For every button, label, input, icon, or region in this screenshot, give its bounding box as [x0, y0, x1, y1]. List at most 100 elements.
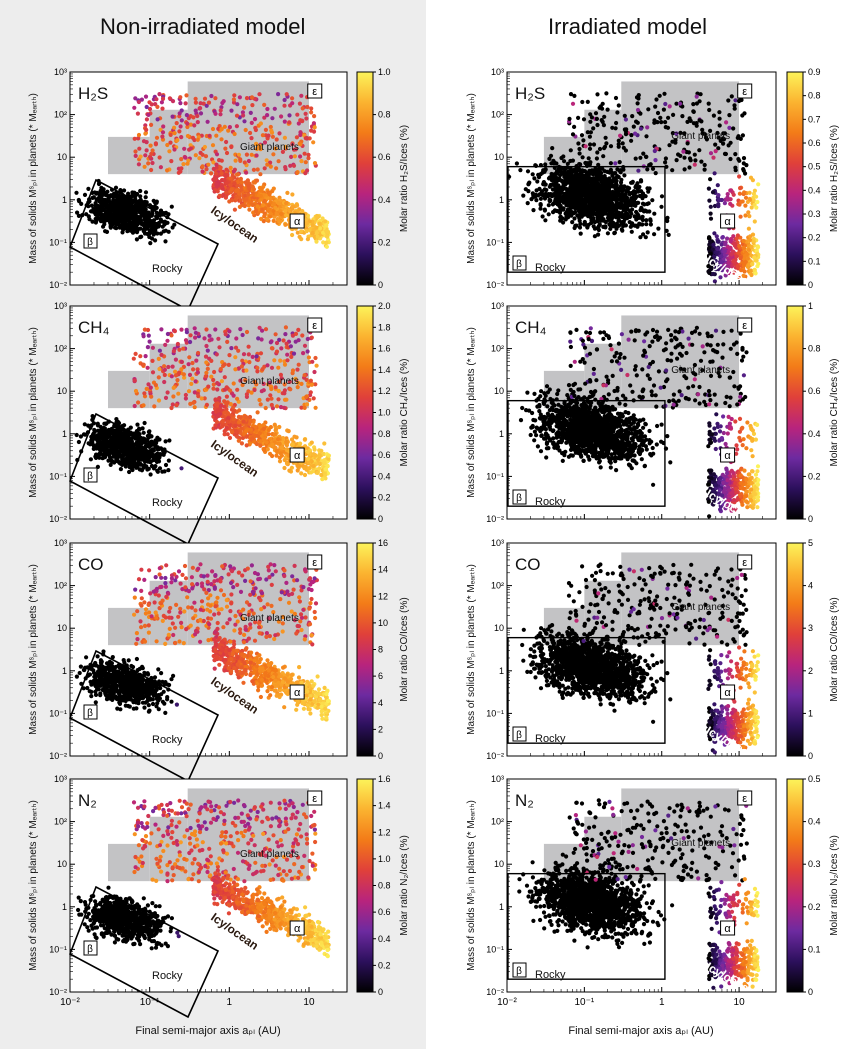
data-point	[601, 154, 606, 159]
data-point	[186, 362, 191, 367]
data-point	[514, 161, 520, 166]
data-point	[221, 99, 226, 104]
data-point	[733, 165, 738, 170]
data-point	[127, 440, 132, 445]
data-point	[160, 469, 165, 474]
data-point	[141, 455, 146, 460]
data-point	[262, 115, 267, 120]
data-point	[102, 448, 107, 453]
data-point	[604, 141, 609, 146]
data-point	[543, 218, 548, 223]
data-point	[134, 237, 139, 242]
data-point	[76, 439, 81, 445]
data-point	[741, 263, 747, 268]
data-point	[732, 106, 737, 111]
data-point	[304, 116, 309, 121]
data-point	[648, 217, 653, 222]
data-point	[616, 138, 621, 143]
data-point	[231, 393, 236, 398]
data-point	[217, 158, 222, 163]
data-point	[290, 96, 295, 101]
colorbar-tick-label: 0.7	[808, 114, 821, 124]
data-point	[155, 435, 160, 440]
data-point	[302, 151, 307, 156]
data-point	[617, 213, 622, 218]
data-point	[644, 134, 649, 139]
data-point	[203, 154, 209, 159]
data-point	[146, 333, 151, 338]
data-point	[577, 174, 582, 179]
data-point	[116, 220, 121, 225]
data-point	[188, 333, 193, 338]
data-point	[276, 397, 281, 402]
data-point	[283, 209, 288, 214]
data-point	[224, 394, 229, 399]
data-point	[146, 210, 151, 215]
data-point	[676, 152, 681, 157]
y-axis-label: Mass of solids Mˢₚₗ in planets (* Mₑₐᵣₜₕ…	[466, 93, 477, 264]
data-point	[282, 97, 287, 103]
data-point	[274, 404, 280, 409]
data-point	[725, 192, 730, 197]
data-point	[294, 135, 299, 140]
data-point	[531, 208, 536, 213]
data-point	[142, 391, 147, 396]
data-point	[90, 219, 95, 224]
data-point	[184, 330, 189, 335]
data-point	[601, 196, 606, 201]
data-point	[521, 193, 526, 198]
data-point	[653, 171, 658, 176]
data-point	[608, 161, 614, 166]
data-point	[640, 201, 646, 206]
data-point	[311, 140, 316, 145]
data-point	[588, 142, 593, 147]
data-point	[214, 171, 219, 176]
data-point	[277, 131, 282, 136]
data-point	[314, 239, 319, 244]
data-point	[75, 210, 80, 215]
data-point	[269, 386, 274, 392]
data-point	[234, 124, 239, 129]
data-point	[123, 433, 128, 438]
data-point	[552, 208, 558, 213]
data-point	[140, 426, 145, 431]
rocky-label: Rocky	[152, 263, 183, 275]
data-point	[249, 152, 254, 157]
data-point	[712, 279, 718, 284]
data-point	[604, 91, 609, 96]
data-point	[614, 120, 619, 126]
data-point	[304, 229, 309, 234]
data-point	[620, 141, 625, 146]
data-point	[268, 124, 273, 130]
data-point	[575, 184, 581, 190]
data-point	[567, 196, 572, 202]
colorbar-tick-label: 0.4	[808, 185, 821, 195]
data-point	[566, 215, 571, 220]
data-point	[138, 462, 144, 467]
data-point	[310, 223, 315, 228]
data-point	[178, 101, 183, 106]
data-point	[596, 207, 601, 212]
data-point	[213, 327, 218, 332]
data-point	[254, 153, 259, 158]
data-point	[691, 109, 696, 114]
data-point	[93, 455, 99, 460]
data-point	[734, 236, 739, 241]
data-point	[293, 331, 299, 336]
data-point	[641, 209, 647, 214]
alpha-label: α	[724, 216, 731, 228]
data-point	[157, 466, 163, 471]
y-tick-label: 1	[62, 195, 67, 205]
data-point	[588, 119, 593, 124]
data-point	[304, 221, 310, 226]
data-point	[525, 201, 530, 206]
data-point	[272, 358, 277, 363]
data-point	[599, 118, 604, 123]
data-point	[612, 194, 617, 199]
data-point	[606, 217, 611, 222]
data-point	[117, 215, 122, 220]
data-point	[105, 189, 110, 194]
data-point	[207, 333, 212, 338]
data-point	[131, 356, 136, 361]
data-point	[179, 166, 184, 171]
